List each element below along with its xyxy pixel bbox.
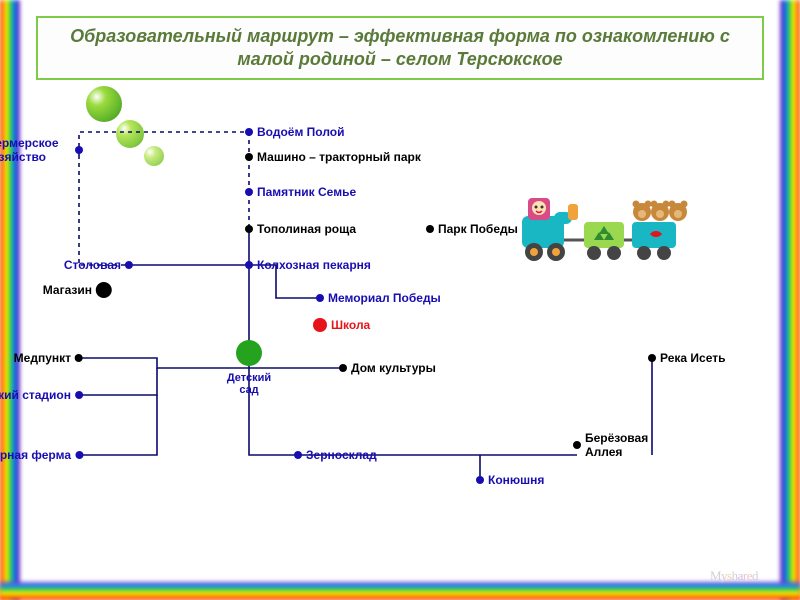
edge-line [79,132,249,155]
map-node-tractor: Машино – тракторный парк [245,150,421,164]
node-dot [75,146,83,154]
map-node-stadium: Сельский стадион [0,388,83,402]
edge-line [79,395,157,455]
node-dot [245,128,253,136]
node-dot [125,261,133,269]
node-label: Водоём Полой [257,125,345,139]
node-label: Конюшня [488,473,544,487]
node-label: Зерносклад [306,448,377,462]
map-node-school: Школа [313,318,370,332]
node-label: Столовая [64,258,121,272]
node-dot [313,318,327,332]
map-node-grain: Зерносклад [294,448,377,462]
map-node-alley: Берёзовая Аллея [573,431,657,459]
node-dot [426,225,434,233]
map-node-shop: Магазин [43,282,112,298]
node-dot [96,282,112,298]
edge-line [79,368,157,395]
node-label: Мемориал Победы [328,291,441,305]
map-node-river: Река Исеть [648,351,725,365]
node-dot [75,391,83,399]
node-dot [245,188,253,196]
route-map: Фермерское хозяйствоВодоём ПолойМашино –… [30,90,770,578]
node-label: Машино – тракторный парк [257,150,421,164]
node-dot [236,340,262,366]
node-dot [476,476,484,484]
node-label: Тополиная роща [257,222,356,236]
node-dot [245,225,253,233]
node-dot [573,441,581,449]
map-node-monument: Памятник Семье [245,185,356,199]
train-icon [514,182,694,272]
map-node-bakery: Колхозная пекарня [245,258,371,272]
map-node-victorypark: Парк Победы [426,222,518,236]
node-dot [316,294,324,302]
map-node-canteen: Столовая [64,258,133,272]
node-dot [294,451,302,459]
edge-line [79,155,129,265]
rainbow-bottom [0,582,800,600]
node-label: Берёзовая Аллея [585,431,657,459]
node-dot [75,451,83,459]
node-label: Парк Победы [438,222,518,236]
map-node-stable: Конюшня [476,473,544,487]
node-label: Сельский стадион [0,388,71,402]
map-node-kindergarten: Детский сад [219,340,279,396]
node-label: Молочно – товарная ферма [0,448,71,462]
node-dot [648,354,656,362]
node-label: Река Исеть [660,351,725,365]
title-bar: Образовательный маршрут – эффективная фо… [36,16,764,80]
node-dot [245,153,253,161]
map-node-dairy: Молочно – товарная ферма [0,448,83,462]
rainbow-left [0,0,20,600]
map-node-farm: Фермерское хозяйство [0,136,83,164]
map-node-culture: Дом культуры [339,361,436,375]
watermark: Myshared [710,568,758,584]
map-node-medpoint: Медпункт [14,351,83,365]
map-node-pond: Водоём Полой [245,125,345,139]
map-node-memorial: Мемориал Победы [316,291,441,305]
node-label: Школа [331,318,370,332]
node-dot [245,261,253,269]
node-dot [339,364,347,372]
node-label: Дом культуры [351,361,436,375]
node-dot [75,354,83,362]
node-label: Фермерское хозяйство [0,136,71,164]
page-title: Образовательный маршрут – эффективная фо… [62,25,738,72]
rainbow-right [780,0,800,600]
node-label: Медпункт [14,351,71,365]
node-label: Колхозная пекарня [257,258,371,272]
node-label: Памятник Семье [257,185,356,199]
node-label: Детский сад [219,372,279,396]
map-node-poplar: Тополиная роща [245,222,356,236]
node-label: Магазин [43,283,92,297]
